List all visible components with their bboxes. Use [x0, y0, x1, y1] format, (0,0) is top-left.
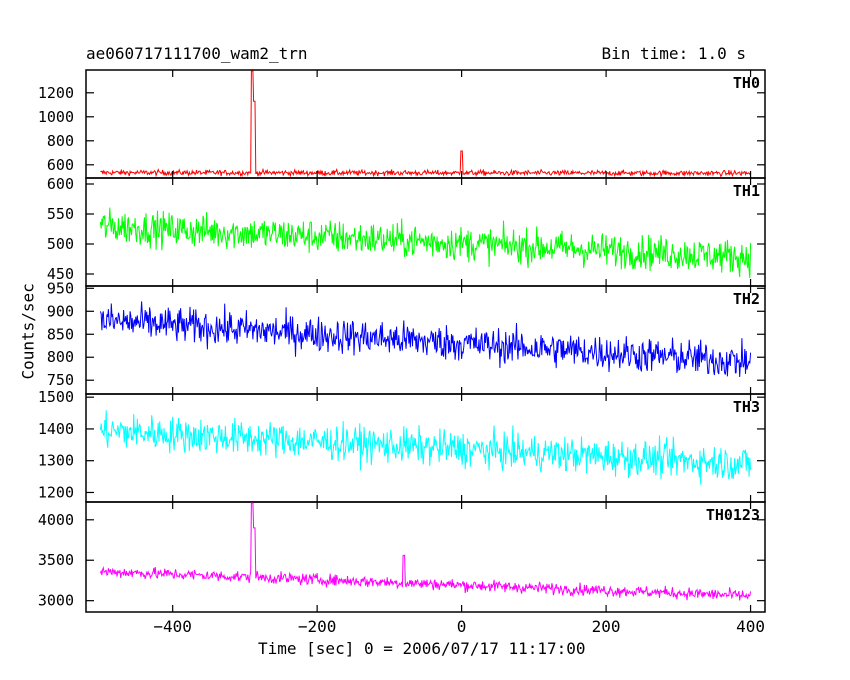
y-tick-label: 950 [47, 279, 74, 297]
y-tick-label: 1400 [38, 420, 74, 438]
y-tick-label: 800 [47, 348, 74, 366]
y-tick-label: 3000 [38, 592, 74, 610]
series-line-th0123 [99, 502, 752, 601]
series-line-th0 [100, 70, 752, 178]
series-line-th1 [99, 207, 752, 279]
x-tick-label: −400 [153, 617, 192, 636]
series-line-th2 [99, 301, 752, 378]
y-tick-label: 3500 [38, 551, 74, 569]
y-tick-label: 1500 [38, 388, 74, 406]
y-tick-label: 1300 [38, 452, 74, 470]
y-tick-label: 800 [47, 132, 74, 150]
y-tick-label: 500 [47, 235, 74, 253]
y-tick-label: 850 [47, 325, 74, 343]
panel-label-th1: TH1 [733, 182, 760, 200]
y-tick-label: 600 [47, 175, 74, 193]
y-tick-label: 1000 [38, 108, 74, 126]
y-tick-label: 900 [47, 302, 74, 320]
panel-frame-th3 [85, 393, 766, 503]
bin-time-label: Bin time: 1.0 s [601, 44, 747, 63]
series-line-th3 [99, 410, 752, 485]
y-axis-label: Counts/sec [18, 283, 38, 380]
x-tick-label: 200 [592, 617, 621, 636]
x-axis-label: Time [sec] 0 = 2006/07/17 11:17:00 [258, 639, 586, 658]
y-tick-label: 600 [47, 156, 74, 174]
panel-label-th3: TH3 [733, 398, 760, 416]
panel-frame-th0 [85, 69, 766, 179]
panel-label-th0123: TH0123 [706, 506, 760, 524]
y-tick-label: 1200 [38, 84, 74, 102]
x-tick-label: −200 [298, 617, 337, 636]
panel-label-th2: TH2 [733, 290, 760, 308]
y-tick-label: 450 [47, 265, 74, 283]
y-tick-label: 550 [47, 205, 74, 223]
x-tick-label: 0 [457, 617, 467, 636]
panel-label-th0: TH0 [733, 74, 760, 92]
y-tick-label: 750 [47, 371, 74, 389]
y-tick-label: 4000 [38, 511, 74, 529]
chart-title: ae060717111700_wam2_trn [86, 44, 308, 63]
y-tick-label: 1200 [38, 483, 74, 501]
panel-frame-th0123 [85, 501, 766, 613]
x-tick-label: 400 [736, 617, 765, 636]
